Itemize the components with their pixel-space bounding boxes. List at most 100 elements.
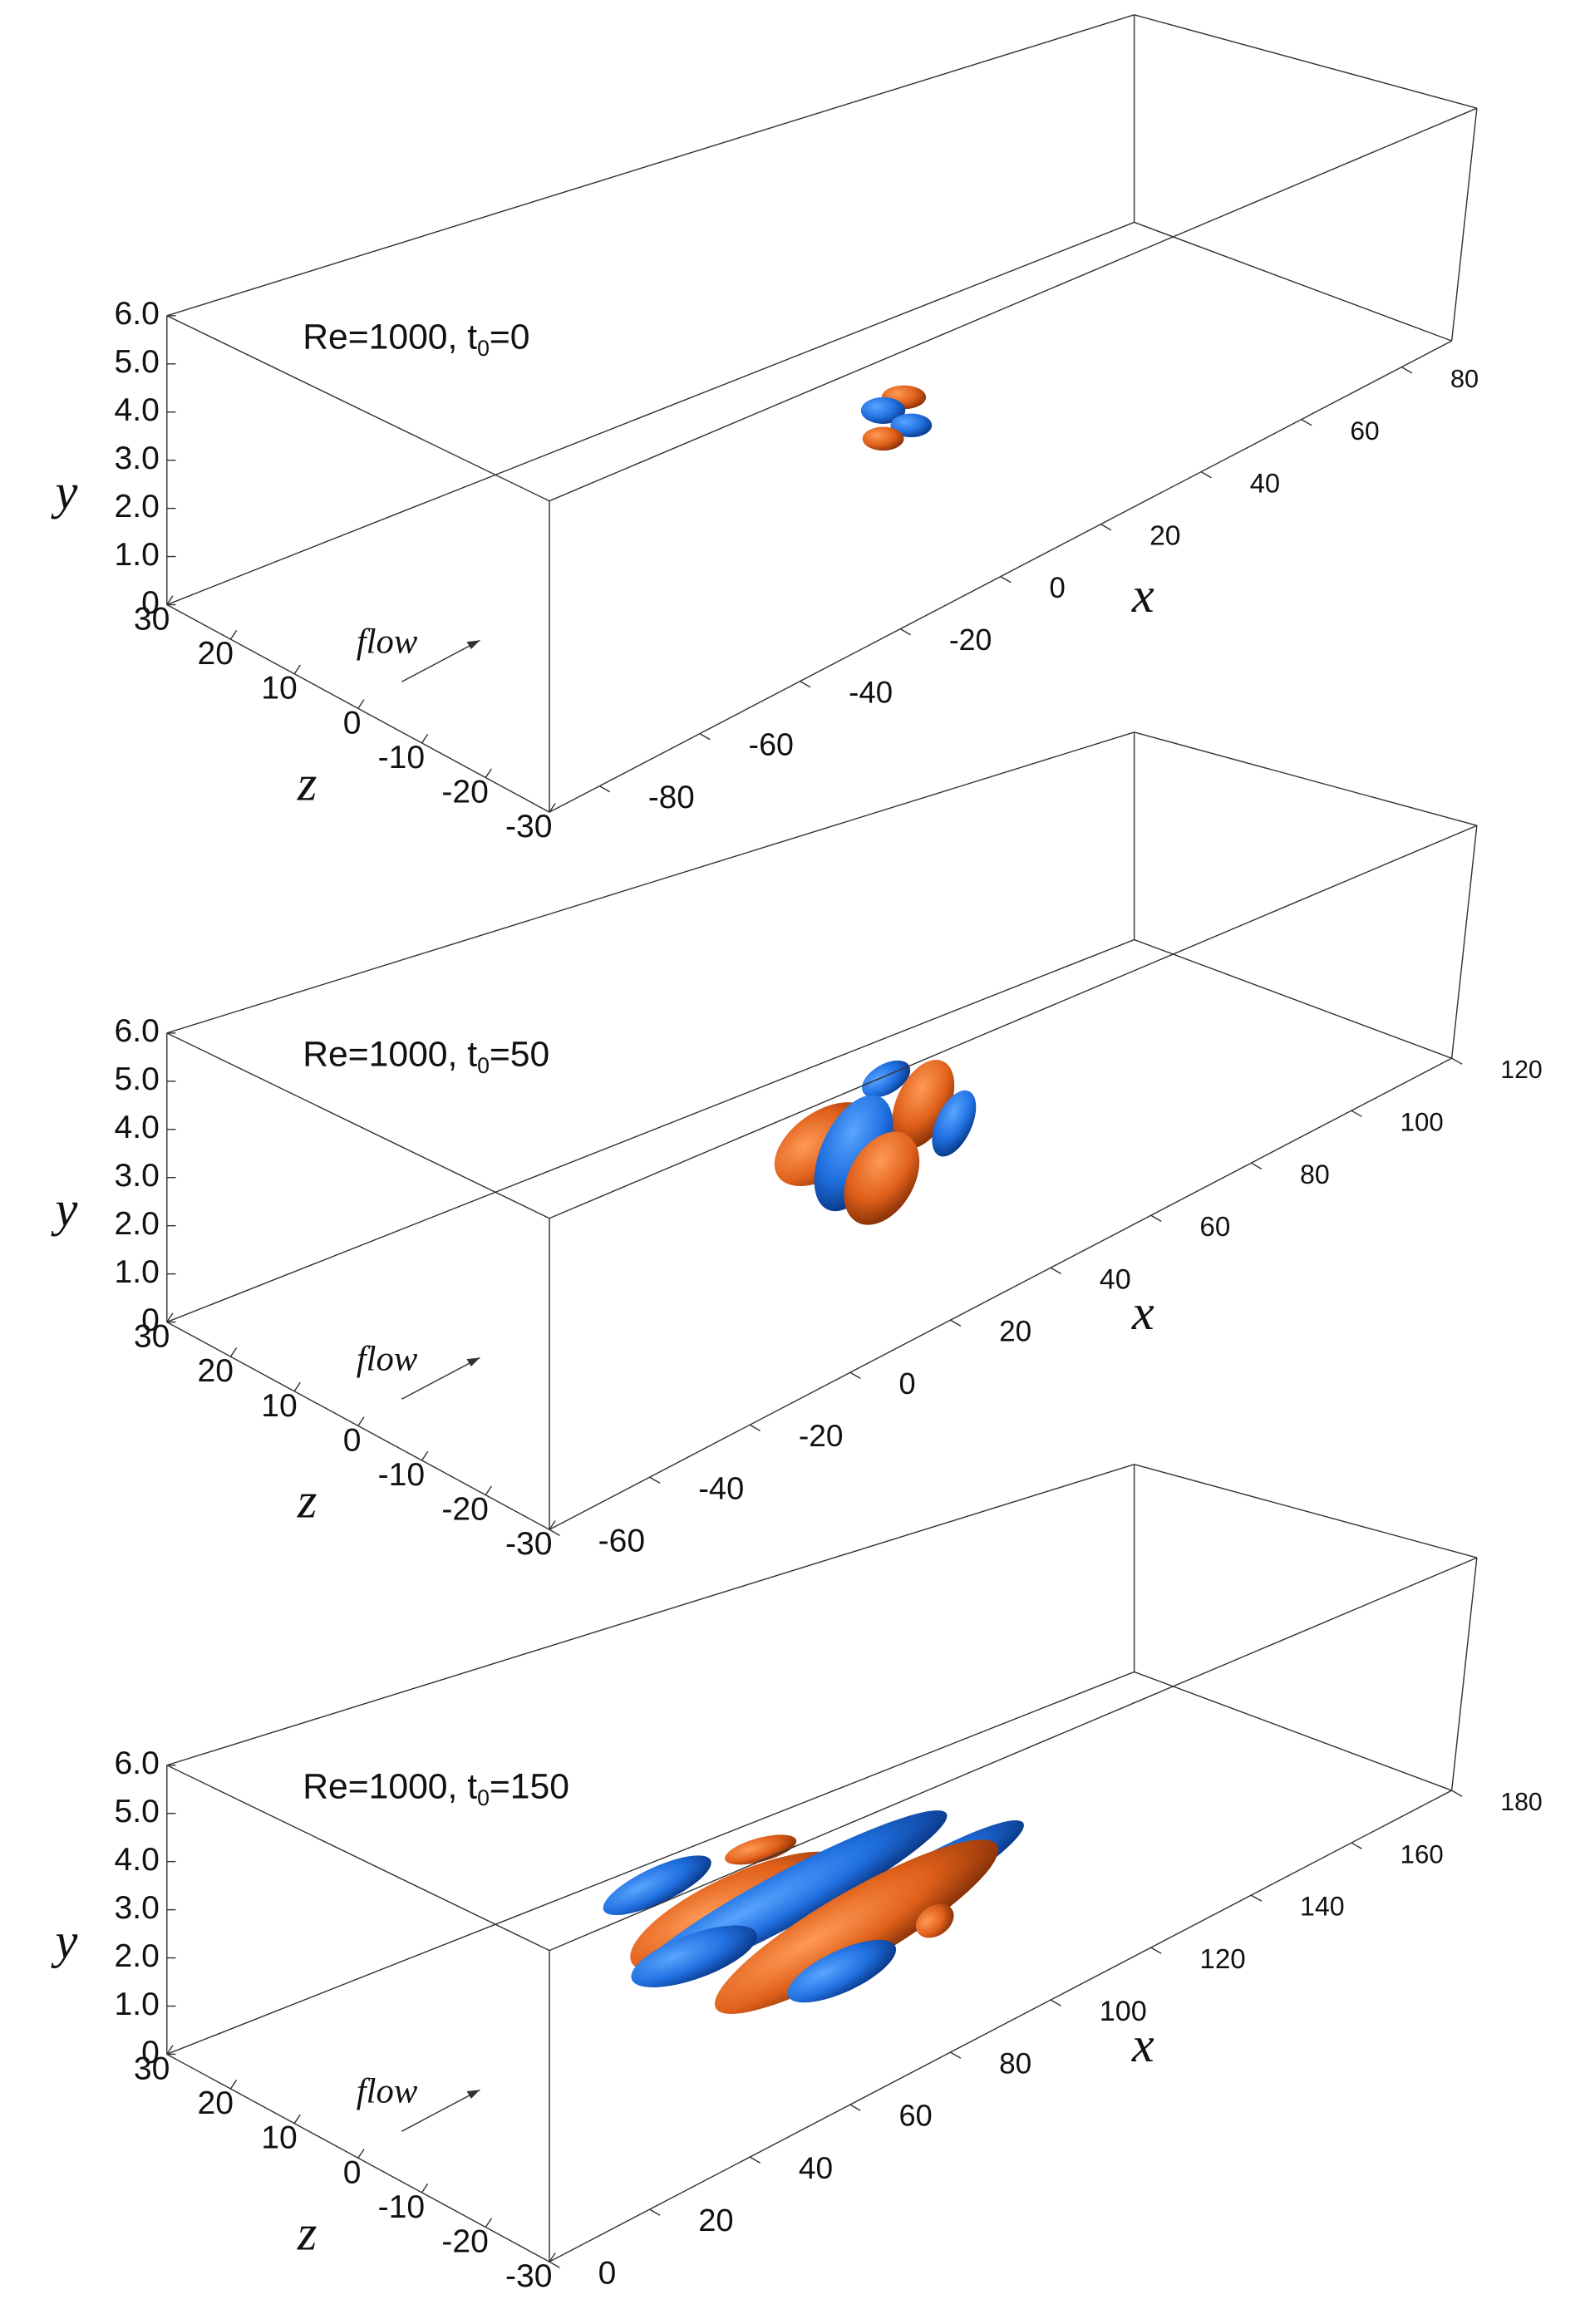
z-tick [549, 1520, 556, 1530]
z-tick [229, 630, 238, 640]
y-tick-label: 1.0 [115, 1987, 160, 2022]
y-tick-label: 6.0 [115, 1745, 160, 1781]
flow-label: flow [357, 1339, 418, 1378]
annotation-subscript: 0 [477, 1053, 490, 1078]
box-edge [166, 221, 1135, 606]
flow-arrow [401, 2089, 480, 2132]
flow-label: flow [357, 2071, 418, 2110]
z-tick [421, 2183, 429, 2194]
x-tick [1251, 1894, 1263, 1902]
annotation-text: Re=1000, t [303, 1767, 477, 1807]
x-tick [1451, 1057, 1463, 1065]
x-tick [1050, 1267, 1061, 1274]
x-tick-label: 100 [1401, 1107, 1444, 1136]
x-tick [649, 1476, 661, 1484]
x-tick [950, 1319, 962, 1327]
y-tick-label: 1.0 [115, 537, 160, 573]
box-edge [1134, 221, 1452, 342]
blob [860, 396, 906, 424]
z-axis-label: z [297, 756, 318, 811]
x-tick-label: -60 [598, 1524, 645, 1559]
y-tick-label: 4.0 [115, 392, 160, 428]
annotation: Re=1000, t0=150 [303, 1767, 569, 1810]
x-tick-label: 20 [698, 2203, 733, 2238]
y-tick-label: 3.0 [115, 1158, 160, 1194]
x-axis-label: x [1131, 1285, 1154, 1341]
x-tick [1150, 1214, 1162, 1222]
blob [915, 1903, 954, 1938]
blob [714, 1839, 999, 2014]
x-tick-label: 60 [1199, 1212, 1230, 1243]
box-edge [166, 1464, 1135, 1766]
z-tick [421, 733, 429, 744]
y-tick-label: 3.0 [115, 441, 160, 476]
y-axis-label: y [51, 1913, 78, 1969]
box-edge [166, 1765, 550, 1952]
z-tick-label: -10 [378, 1457, 425, 1493]
y-tick-label: 5.0 [115, 1061, 160, 1097]
x-tick [598, 785, 611, 793]
x-tick [899, 628, 911, 636]
flow-arrow [401, 639, 480, 682]
x-tick-label: 60 [1350, 416, 1379, 446]
box-edge [1450, 1558, 1478, 1791]
box-edge [549, 825, 1478, 1219]
blob [890, 413, 933, 438]
x-tick [1200, 471, 1212, 479]
z-tick [293, 664, 301, 675]
x-tick-label: 180 [1500, 1789, 1542, 1816]
z-tick-label: -20 [441, 774, 488, 810]
x-tick [849, 2104, 861, 2111]
z-tick [549, 2253, 556, 2262]
z-tick [549, 803, 556, 813]
z-tick [357, 699, 365, 709]
z-tick [229, 2079, 238, 2090]
y-tick-label: 0 [141, 2035, 160, 2070]
y-tick-label: 5.0 [115, 344, 160, 380]
annotation-subscript: 0 [477, 1785, 490, 1810]
x-tick [1050, 1999, 1061, 2006]
x-tick-label: 80 [1300, 1160, 1330, 1189]
blobs-3 [603, 1810, 1024, 2014]
z-tick [485, 1485, 492, 1496]
x-tick [1451, 1790, 1463, 1797]
x-tick-label: 20 [1149, 520, 1180, 552]
z-tick-label: 0 [343, 705, 362, 741]
x-tick-label: -60 [749, 727, 794, 762]
z-tick-label: 0 [343, 2154, 362, 2190]
z-axis-label: z [297, 1474, 318, 1529]
x-axis-label: x [1131, 568, 1154, 623]
x-tick [549, 2261, 560, 2268]
annotation-text: =150 [490, 1767, 569, 1807]
y-tick-label: 2.0 [115, 1938, 160, 1974]
y-tick-label: 1.0 [115, 1254, 160, 1290]
z-tick-label: 20 [198, 1353, 234, 1389]
y-axis-label: y [51, 1181, 78, 1237]
y-tick-label: 6.0 [115, 1013, 160, 1049]
x-tick [849, 1371, 861, 1379]
box-edge [549, 107, 1478, 502]
z-tick-label: 20 [198, 636, 234, 672]
z-tick [485, 768, 492, 778]
x-tick [749, 1424, 761, 1431]
z-tick-label: 10 [261, 671, 297, 707]
box-edge [166, 14, 1135, 317]
x-tick [1000, 576, 1012, 583]
z-tick [166, 595, 174, 605]
box-edge [1450, 825, 1478, 1059]
x-tick-label: -20 [949, 623, 992, 657]
z-tick [357, 2149, 365, 2159]
y-tick-label: 4.0 [115, 1110, 160, 1145]
x-tick [1251, 1162, 1263, 1169]
x-tick-label: 0 [598, 2255, 617, 2291]
x-tick-label: 20 [999, 1316, 1031, 1348]
annotation: Re=1000, t0=50 [303, 1035, 549, 1078]
z-tick [421, 1450, 429, 1461]
z-tick-label: -20 [441, 1492, 488, 1528]
x-tick-label: 80 [1450, 364, 1479, 393]
z-axis-label: z [297, 2205, 318, 2261]
y-tick-label: 0 [141, 1302, 160, 1338]
blob [862, 426, 904, 451]
z-tick-label: -10 [378, 2189, 425, 2225]
